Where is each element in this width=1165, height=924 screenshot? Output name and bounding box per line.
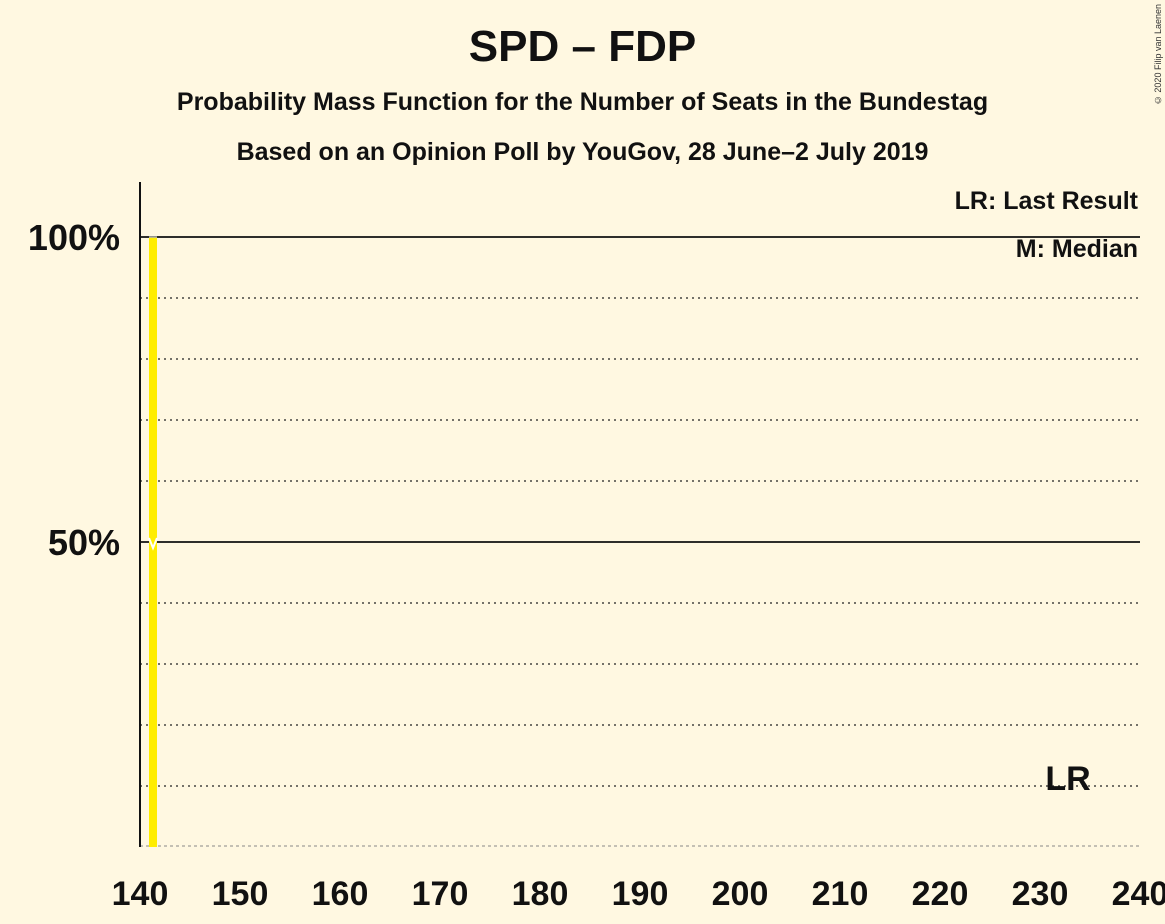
x-tick-label: 170 — [412, 875, 469, 913]
chart-title: SPD – FDP — [468, 22, 697, 71]
x-tick-label: 200 — [712, 875, 769, 913]
legend-last-result: LR: Last Result — [955, 187, 1139, 215]
chart-source: Based on an Opinion Poll by YouGov, 28 J… — [236, 138, 929, 166]
x-tick-label: 220 — [912, 875, 969, 913]
annotations: LR LR: Last Result M: Median — [148, 187, 1139, 798]
x-tick-label: 150 — [212, 875, 269, 913]
x-tick-label: 210 — [812, 875, 869, 913]
median-marker — [148, 537, 158, 551]
chart-subtitle: Probability Mass Function for the Number… — [176, 88, 989, 116]
x-tick-label: 180 — [512, 875, 569, 913]
legend-median: M: Median — [1016, 235, 1138, 263]
bar — [149, 237, 157, 847]
x-tick-label: 140 — [112, 875, 169, 913]
x-tick-label: 190 — [612, 875, 669, 913]
grid-lines — [140, 236, 1140, 847]
bars — [149, 236, 157, 847]
y-tick-label: 50% — [48, 522, 120, 563]
y-tick-label: 100% — [28, 217, 120, 258]
x-tick-label: 230 — [1012, 875, 1069, 913]
last-result-marker: LR — [1045, 760, 1090, 798]
tick-labels: 140 150 160 170 180 190 200 210 220 230 240 50% 100% — [28, 217, 1165, 913]
x-tick-label: 160 — [312, 875, 369, 913]
x-tick-label: 240 — [1112, 875, 1165, 913]
